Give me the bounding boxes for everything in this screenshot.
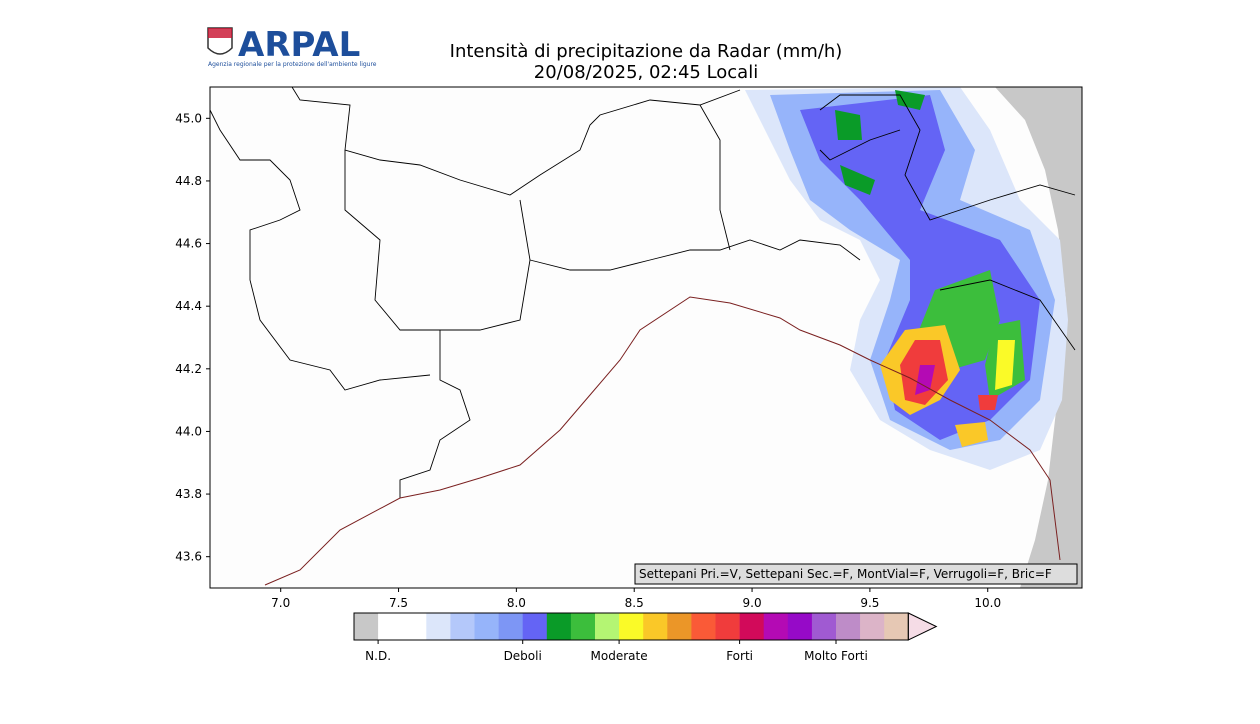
colorbar-box [643, 613, 668, 640]
y-tick-label: 43.6 [175, 550, 202, 564]
colorbar-box [715, 613, 740, 640]
colorbar-box [884, 613, 909, 640]
y-tick-label: 44.4 [175, 299, 202, 313]
y-tick-label: 44.6 [175, 237, 202, 251]
subtitle: 20/08/2025, 02:45 Locali [534, 62, 758, 83]
y-tick-label: 44.2 [175, 362, 202, 376]
colorbar-box [836, 613, 861, 640]
y-tick-label: 43.8 [175, 487, 202, 501]
logo-text: ARPAL [238, 25, 360, 65]
precipitation [745, 87, 1068, 470]
colorbar-label: Moderate [591, 649, 648, 663]
y-tick-label: 44.8 [175, 174, 202, 188]
y-tick-label: 44.0 [175, 424, 202, 438]
colorbar-box [619, 613, 644, 640]
colorbar-box [811, 613, 837, 640]
map-layer [210, 87, 1082, 588]
x-tick-label: 10.0 [974, 596, 1001, 610]
annotation: Settepani Pri.=V, Settepani Sec.=F, Mont… [639, 567, 1052, 581]
map-frame [209, 86, 1083, 589]
colorbar-box [522, 613, 548, 640]
y-tick-label: 45.0 [175, 111, 202, 125]
x-tick-label: 8.5 [625, 596, 644, 610]
borders [210, 87, 1076, 498]
x-tick-label: 9.5 [860, 596, 879, 610]
colorbar-box [354, 613, 379, 640]
colorbar-label: Forti [726, 649, 753, 663]
colorbar-box [667, 613, 692, 640]
coastline [264, 296, 1061, 586]
x-tick-label: 9.0 [743, 596, 762, 610]
colorbar-box [860, 613, 885, 640]
colorbar-frame [353, 612, 909, 641]
colorbar-label: Molto Forti [804, 649, 868, 663]
colorbar-box [570, 613, 596, 640]
colorbar-box [474, 613, 499, 640]
colorbar-label: N.D. [365, 649, 391, 663]
x-tick-label: 7.0 [271, 596, 290, 610]
colorbar-box [595, 613, 620, 640]
colorbar-box [739, 613, 764, 640]
colorbar-box [378, 613, 403, 640]
colorbar-box [426, 613, 451, 640]
colorbar-box [691, 613, 716, 640]
colorbar-box [498, 613, 523, 640]
x-tick-label: 8.0 [507, 596, 526, 610]
colorbar-extend [907, 612, 938, 641]
logo: ARPAL Agenzia regionale per la protezion… [207, 25, 377, 68]
colorbar-box [450, 613, 475, 640]
title: Intensità di precipitazione da Radar (mm… [450, 41, 843, 62]
colorbar-box [402, 613, 427, 640]
logo-subtitle: Agenzia regionale per la protezione dell… [208, 61, 377, 68]
colorbar-box [763, 613, 789, 640]
colorbar-box [546, 613, 572, 640]
colorbar-box [787, 613, 813, 640]
colorbar-label: Deboli [504, 649, 542, 663]
annotation-box [634, 563, 1078, 585]
x-tick-label: 7.5 [389, 596, 408, 610]
